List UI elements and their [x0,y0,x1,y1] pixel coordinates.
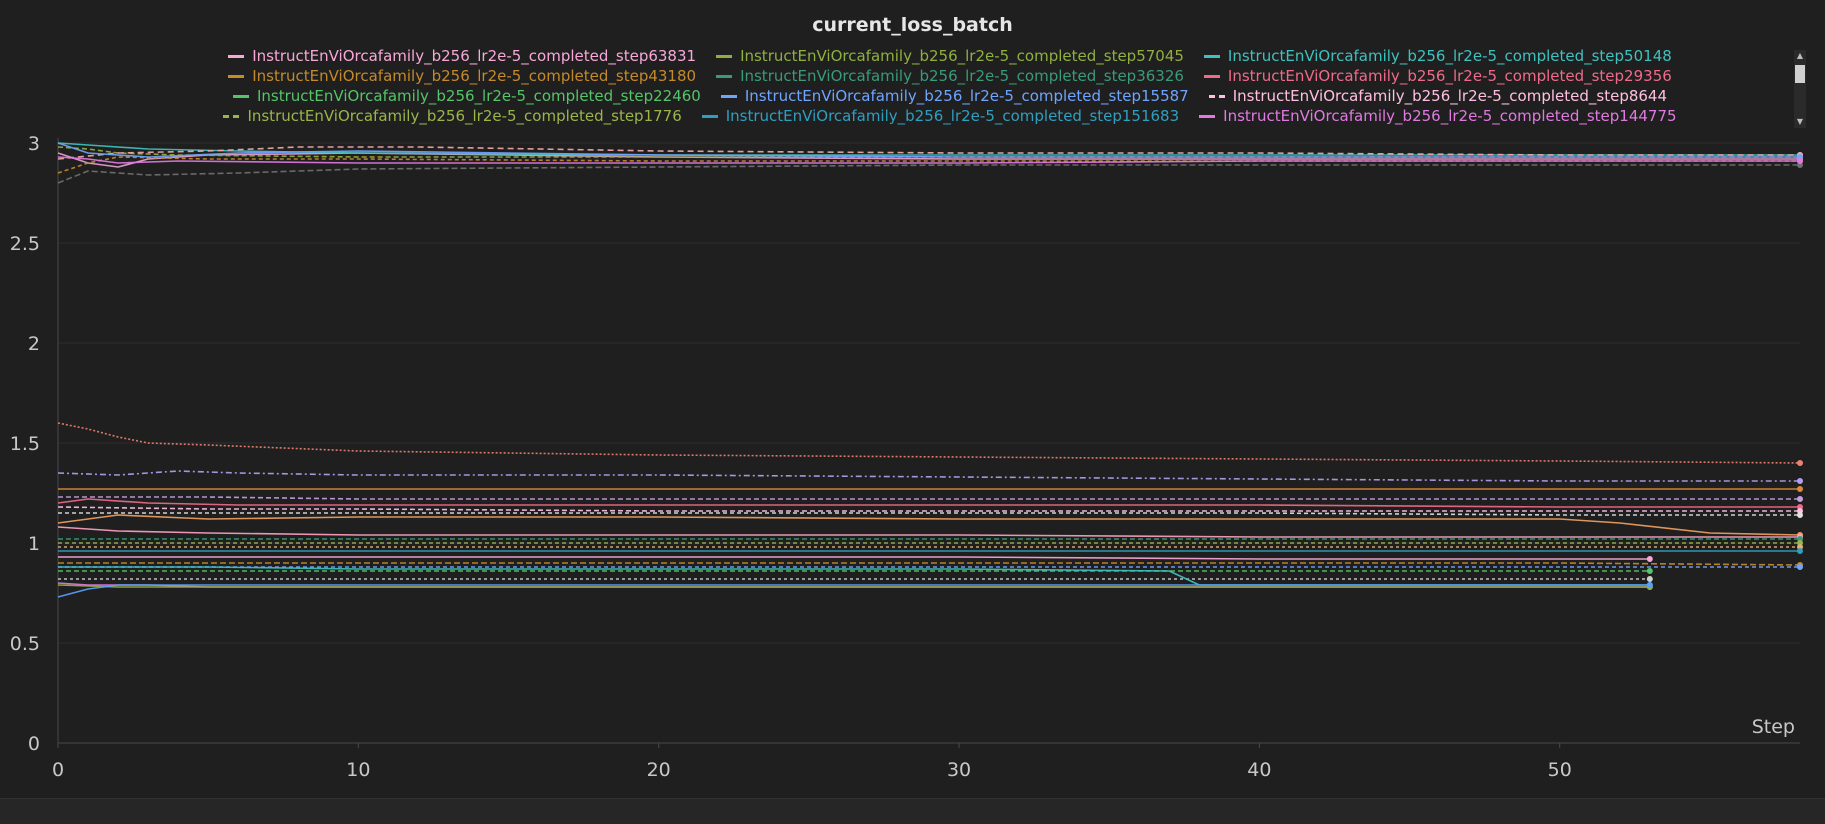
legend-swatch [232,94,249,98]
x-tick-label: 50 [1548,759,1572,781]
legend-item[interactable]: InstructEnViOrcafamily_b256_lr2e-5_compl… [228,66,696,86]
legend-item[interactable]: InstructEnViOrcafamily_b256_lr2e-5_compl… [716,66,1184,86]
legend-swatch [1203,74,1220,78]
legend-row: InstructEnViOrcafamily_b256_lr2e-5_compl… [150,86,1750,106]
series-end-point [1797,564,1803,570]
y-tick-label: 2 [28,333,40,355]
series-end-point [1797,548,1803,554]
legend-label: InstructEnViOrcafamily_b256_lr2e-5_compl… [252,47,697,65]
legend-label: InstructEnViOrcafamily_b256_lr2e-5_compl… [1232,87,1668,105]
series-line [57,584,1650,588]
bottom-bar [0,798,1825,824]
legend-swatch [716,74,733,78]
legend-row: InstructEnViOrcafamily_b256_lr2e-5_compl… [150,46,1750,66]
series-line [57,142,1800,156]
chart-legend: InstructEnViOrcafamily_b256_lr2e-5_compl… [150,46,1750,130]
series-line [57,584,1650,598]
legend-swatch [1203,54,1220,58]
y-tick-label: 1.5 [10,433,40,455]
series-line [57,146,1800,158]
legend-label: InstructEnViOrcafamily_b256_lr2e-5_compl… [1223,107,1677,125]
series-end-point [1797,460,1803,466]
legend-label: InstructEnViOrcafamily_b256_lr2e-5_compl… [247,107,682,125]
legend-label: InstructEnViOrcafamily_b256_lr2e-5_compl… [740,67,1184,85]
legend-swatch [716,54,733,58]
legend-item[interactable]: InstructEnViOrcafamily_b256_lr2e-5_compl… [701,106,1180,126]
legend-scrollbar[interactable]: ▲ ▼ [1794,50,1806,128]
series-end-point [1797,478,1803,484]
x-axis-title: Step [1752,716,1795,738]
series-line [57,514,1801,536]
x-tick-label: 0 [52,759,64,781]
legend-row: InstructEnViOrcafamily_b256_lr2e-5_compl… [150,66,1750,86]
legend-label: InstructEnViOrcafamily_b256_lr2e-5_compl… [1227,47,1672,65]
y-tick-label: 1 [28,533,40,555]
legend-item[interactable]: InstructEnViOrcafamily_b256_lr2e-5_compl… [223,106,682,126]
series-line [57,506,1800,512]
series-line [58,512,1800,516]
legend-item[interactable]: InstructEnViOrcafamily_b256_lr2e-5_compl… [1203,46,1672,66]
series-line [57,498,1800,508]
x-tick-label: 40 [1247,759,1271,781]
legend-label: InstructEnViOrcafamily_b256_lr2e-5_compl… [1227,67,1672,85]
series-line [57,156,1800,164]
legend-item[interactable]: InstructEnViOrcafamily_b256_lr2e-5_compl… [1203,66,1672,86]
y-tick-label: 0 [28,733,40,755]
legend-item[interactable]: InstructEnViOrcafamily_b256_lr2e-5_compl… [716,46,1184,66]
x-tick-label: 30 [947,759,971,781]
series-line [57,164,1800,184]
series-line [57,142,1800,158]
scroll-up-icon[interactable]: ▲ [1796,51,1804,60]
x-tick-label: 20 [647,759,671,781]
scroll-thumb[interactable] [1795,65,1805,83]
legend-label: InstructEnViOrcafamily_b256_lr2e-5_compl… [725,107,1180,125]
legend-item[interactable]: InstructEnViOrcafamily_b256_lr2e-5_compl… [232,86,701,106]
legend-label: InstructEnViOrcafamily_b256_lr2e-5_compl… [740,47,1184,65]
legend-swatch [228,74,245,78]
series-end-point [1797,512,1803,518]
legend-item[interactable]: InstructEnViOrcafamily_b256_lr2e-5_compl… [1208,86,1668,106]
legend-swatch [228,54,245,58]
legend-swatch [701,114,718,118]
series-end-point [1646,576,1653,582]
legend-item[interactable]: InstructEnViOrcafamily_b256_lr2e-5_compl… [1199,106,1677,126]
series-line [58,496,1800,500]
series-line [57,526,1800,538]
legend-item[interactable]: InstructEnViOrcafamily_b256_lr2e-5_compl… [228,46,696,66]
y-tick-label: 3 [28,133,40,155]
series-end-point [1646,568,1653,574]
legend-swatch [1208,94,1225,98]
scroll-down-icon[interactable]: ▼ [1796,117,1804,126]
legend-row: InstructEnViOrcafamily_b256_lr2e-5_compl… [150,106,1750,126]
series-end-point [1797,496,1803,502]
series-line [58,566,1650,586]
legend-swatch [720,94,737,98]
legend-item[interactable]: InstructEnViOrcafamily_b256_lr2e-5_compl… [720,86,1189,106]
legend-label: InstructEnViOrcafamily_b256_lr2e-5_compl… [256,87,701,105]
series-line [58,556,1650,560]
series-end-point [1797,158,1803,164]
series-end-point [1646,582,1653,588]
series-line [58,562,1801,566]
x-tick-label: 10 [346,759,370,781]
series-end-point [1797,486,1803,492]
series-line [57,422,1801,464]
series-line [57,470,1800,482]
series-line [57,146,1800,160]
chart-title: current_loss_batch [812,14,1013,36]
series-end-point [1646,556,1653,562]
legend-label: InstructEnViOrcafamily_b256_lr2e-5_compl… [744,87,1189,105]
legend-swatch [1199,114,1216,118]
y-tick-label: 2.5 [10,233,40,255]
y-tick-label: 0.5 [10,633,40,655]
legend-swatch [223,114,240,118]
legend-label: InstructEnViOrcafamily_b256_lr2e-5_compl… [252,67,697,85]
